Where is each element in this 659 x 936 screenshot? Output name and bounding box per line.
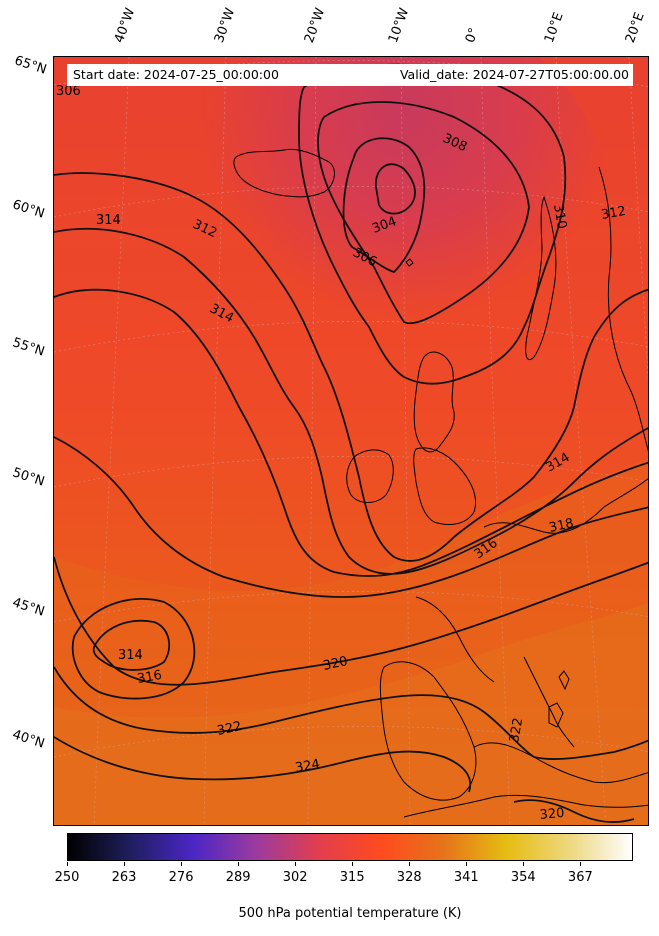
lon-label-10e: 10°E bbox=[541, 10, 567, 46]
scandinavia-east-coast bbox=[598, 166, 648, 452]
colorbar-title: 500 hPa potential temperature (K) bbox=[238, 906, 462, 921]
contour-320-south bbox=[513, 799, 635, 823]
valid-date-text: Valid_date: 2024-07-27T05:00:00.00 bbox=[399, 67, 629, 82]
contour-label: 324 bbox=[294, 757, 321, 776]
colorbar-tick-label: 367 bbox=[567, 870, 593, 885]
contour-label: 306 bbox=[56, 84, 81, 99]
colorbar-tick bbox=[67, 862, 68, 866]
lat-label-45n: 45°N bbox=[10, 595, 47, 620]
colorbar-tick-label: 328 bbox=[396, 870, 422, 885]
lon-label-10w: 10°W bbox=[385, 6, 413, 45]
contour-312 bbox=[54, 172, 648, 562]
colorbar-tick bbox=[352, 862, 354, 866]
faroe-coast bbox=[405, 258, 414, 267]
colorbar bbox=[67, 833, 633, 861]
contour-306 bbox=[342, 137, 426, 274]
biscay-coast bbox=[415, 596, 495, 683]
lat-label-55n: 55°N bbox=[10, 335, 47, 360]
colorbar-tick bbox=[523, 862, 525, 866]
ireland-coast bbox=[346, 449, 394, 503]
contour-label: 312 bbox=[600, 204, 627, 223]
contour-314a bbox=[54, 227, 648, 575]
iberia-coast bbox=[379, 661, 477, 801]
colorbar-tick-label: 315 bbox=[339, 870, 365, 885]
med-coast bbox=[473, 742, 648, 784]
contour-320 bbox=[54, 556, 648, 686]
lat-label-65n: 65°N bbox=[12, 53, 49, 78]
contour-316b bbox=[71, 598, 196, 700]
contour-label: 310 bbox=[550, 203, 569, 230]
lon-label-20w: 20°W bbox=[301, 6, 329, 45]
italy-coast bbox=[523, 656, 575, 748]
corsica-coast bbox=[558, 670, 570, 691]
contour-label: 316 bbox=[136, 668, 163, 687]
contour-316a bbox=[54, 288, 648, 577]
colorbar-tick bbox=[466, 862, 468, 866]
colorbar-tick bbox=[238, 862, 240, 866]
colorbar-tick bbox=[580, 862, 582, 866]
low-core-fill bbox=[154, 57, 614, 457]
colorbar-tick-label: 263 bbox=[111, 870, 137, 885]
coastlines bbox=[233, 148, 648, 818]
contour-304 bbox=[375, 163, 416, 215]
lat-label-60n: 60°N bbox=[10, 197, 47, 222]
contour-324 bbox=[54, 736, 472, 793]
colorbar-tick-label: 276 bbox=[168, 870, 194, 885]
lon-label-20e: 20°E bbox=[622, 10, 648, 46]
colorbar-tick bbox=[409, 862, 411, 866]
colorbar-tick-label: 341 bbox=[453, 870, 479, 885]
colorbar-tick-label: 302 bbox=[282, 870, 308, 885]
colorbar-tick-label: 354 bbox=[510, 870, 536, 885]
colorbar-tick bbox=[181, 862, 183, 866]
colorbar-tick bbox=[295, 862, 297, 866]
contour-label: 314 bbox=[118, 648, 143, 663]
start-date-text: Start date: 2024-07-25_00:00:00 bbox=[73, 67, 279, 82]
colorbar-tick bbox=[124, 862, 126, 866]
england-coast bbox=[413, 447, 477, 525]
contour-322 bbox=[54, 666, 648, 760]
contour-label: 318 bbox=[548, 516, 575, 536]
date-header: Start date: 2024-07-25_00:00:00 Valid_da… bbox=[67, 64, 633, 86]
contour-lines bbox=[54, 63, 648, 823]
iceland-coast bbox=[233, 148, 335, 198]
contour-label: 320 bbox=[322, 654, 349, 674]
colorbar-tick-label: 289 bbox=[225, 870, 251, 885]
contour-318 bbox=[54, 436, 648, 598]
sardinia-coast bbox=[548, 702, 564, 728]
scotland-coast bbox=[413, 351, 455, 453]
contour-314b bbox=[92, 619, 171, 671]
lat-label-40n: 40°N bbox=[10, 727, 47, 752]
norway-coast bbox=[525, 195, 557, 360]
lat-label-50n: 50°N bbox=[10, 465, 47, 490]
contour-310 bbox=[298, 63, 567, 385]
contour-label: 314 bbox=[96, 213, 121, 228]
map-panel: 306 308 304 306 310 312 314 312 314 314 … bbox=[53, 56, 649, 826]
lon-label-40w: 40°W bbox=[111, 6, 139, 45]
warm-region-fill-2 bbox=[54, 602, 648, 825]
contour-308 bbox=[317, 101, 530, 325]
contour-label: 322 bbox=[216, 719, 243, 739]
lon-label-30w: 30°W bbox=[211, 6, 239, 45]
contour-label: 320 bbox=[539, 806, 565, 823]
potential-temperature-map: 306 308 304 306 310 312 314 312 314 314 … bbox=[54, 57, 648, 825]
contour-label: 322 bbox=[507, 717, 526, 744]
africa-coast bbox=[403, 794, 648, 818]
colorbar-tick-label: 250 bbox=[54, 870, 80, 885]
lon-label-0: 0° bbox=[462, 25, 483, 45]
